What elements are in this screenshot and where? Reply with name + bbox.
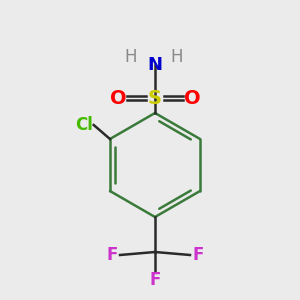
Text: H: H (171, 48, 183, 66)
Text: H: H (125, 48, 137, 66)
Text: F: F (192, 246, 204, 264)
Text: F: F (106, 246, 118, 264)
Text: O: O (110, 88, 126, 107)
Text: S: S (148, 88, 162, 107)
Text: Cl: Cl (75, 116, 93, 134)
Text: O: O (184, 88, 200, 107)
Text: F: F (149, 271, 161, 289)
Text: N: N (148, 56, 163, 74)
